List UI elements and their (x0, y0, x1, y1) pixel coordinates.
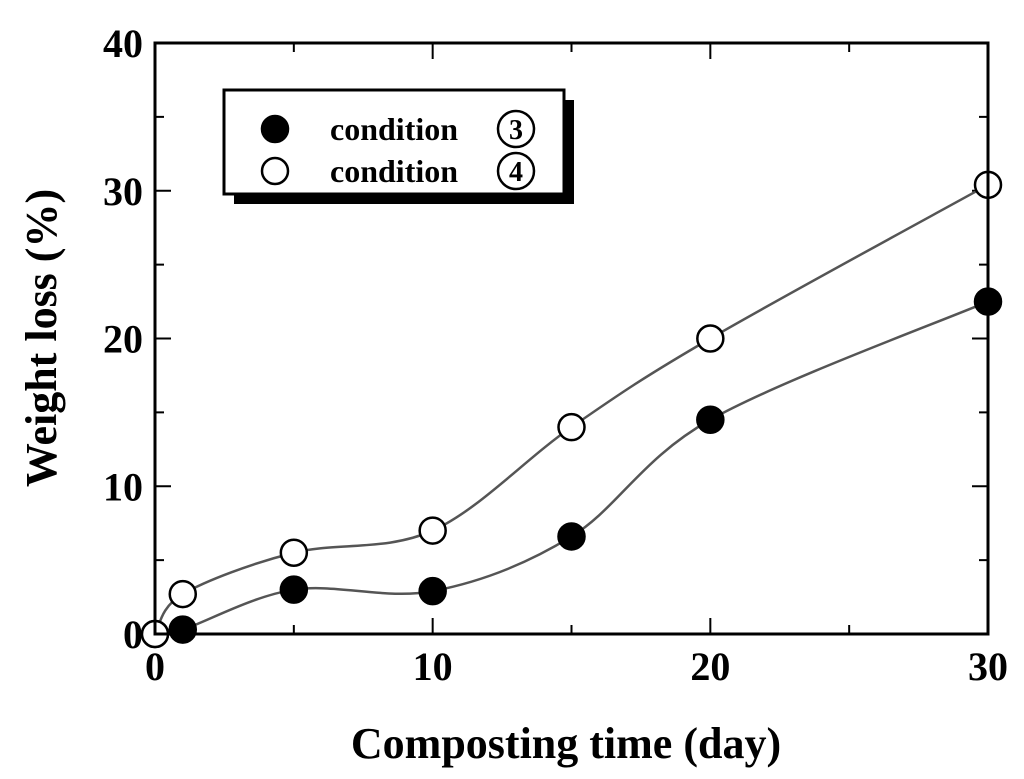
y-tick-label: 10 (103, 464, 143, 509)
legend: condition 3 condition 4 (222, 88, 574, 204)
plot-area-frame (153, 41, 990, 636)
tick-labels: 0 10 20 30 0 10 20 30 40 (103, 21, 1008, 689)
y-tick-label: 40 (103, 21, 143, 66)
legend-label-condition-4: condition (330, 153, 458, 189)
legend-badge-circle-4 (496, 151, 536, 191)
x-tick-label: 20 (690, 644, 730, 689)
y-tick-label: 20 (103, 317, 143, 362)
data-point-condition-3 (279, 575, 309, 604)
data-point-condition-4 (279, 538, 309, 567)
data-point-condition-3 (418, 576, 447, 606)
legend-badge-number-3: 3 (509, 115, 523, 146)
series-line-3 (154, 300, 989, 636)
series-markers (140, 170, 1003, 649)
series-line-4 (153, 183, 989, 635)
data-point-condition-4 (557, 412, 586, 442)
x-axis-title: Composting time (day) (351, 719, 781, 768)
legend-marker-condition-3 (260, 114, 290, 144)
legend-marker-condition-4 (260, 156, 290, 186)
x-tick-label: 30 (968, 644, 1008, 689)
legend-label-condition-3: condition (330, 111, 458, 147)
y-tick-label: 0 (123, 612, 143, 657)
legend-badge-number-4: 4 (509, 157, 523, 188)
data-point-condition-3 (168, 615, 198, 644)
y-axis-title: Weight loss (%) (17, 189, 66, 487)
data-point-condition-3 (696, 405, 725, 435)
x-tick-label: 10 (413, 644, 453, 689)
data-point-condition-3 (557, 522, 586, 551)
data-point-condition-4 (418, 516, 447, 545)
series-lines (153, 183, 989, 636)
x-tick-label: 0 (145, 644, 165, 689)
y-tick-label: 30 (103, 169, 143, 214)
data-point-condition-4 (696, 324, 725, 353)
data-point-condition-4 (168, 579, 198, 609)
legend-badge-circle-3 (496, 109, 536, 149)
